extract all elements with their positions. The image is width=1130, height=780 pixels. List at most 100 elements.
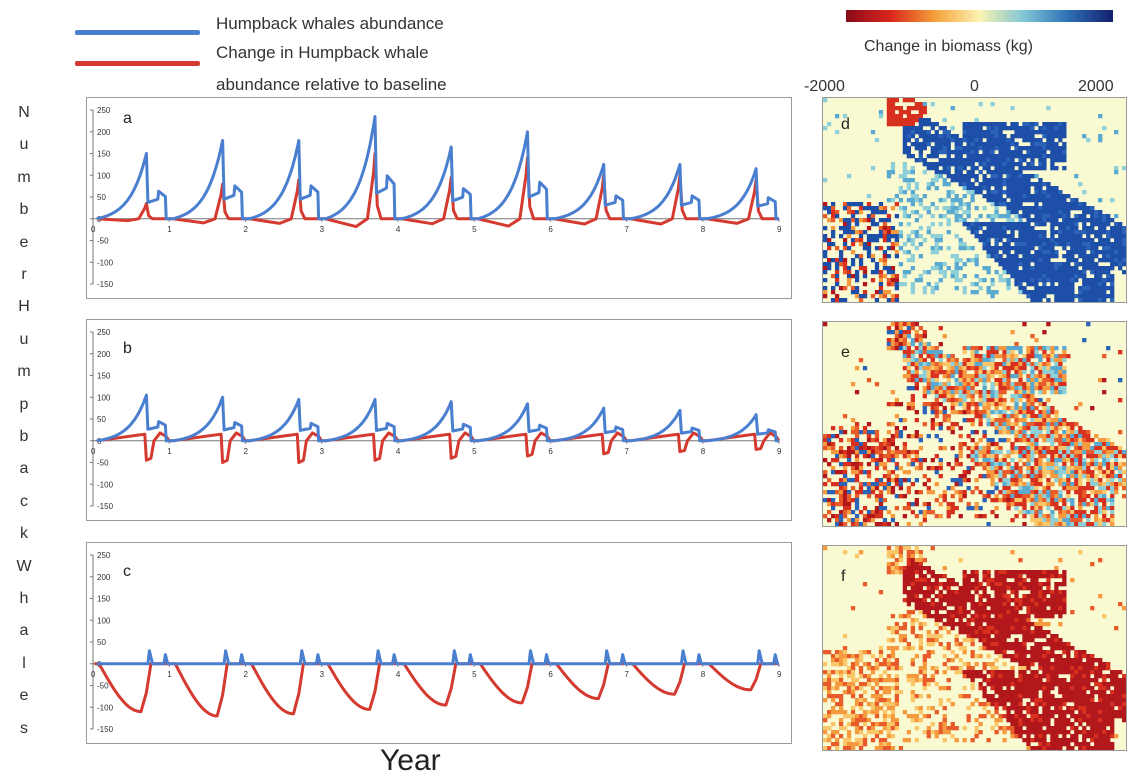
map-cell [898, 666, 904, 671]
map-cell [918, 374, 923, 379]
map-cell [1070, 226, 1075, 231]
map-cell [970, 194, 975, 199]
map-cell [1058, 654, 1063, 659]
map-cell [1022, 210, 1027, 215]
map-cell [1082, 338, 1087, 343]
map-cell [1078, 238, 1083, 243]
map-cell [994, 230, 999, 235]
map-cell [1026, 206, 1031, 211]
map-cell [886, 482, 892, 487]
map-cell [874, 450, 880, 455]
map-cell [862, 290, 868, 295]
map-cell [866, 662, 872, 667]
map-cell [1002, 374, 1007, 379]
map-cell [930, 666, 935, 671]
map-cell [866, 470, 872, 475]
map-cell [926, 362, 931, 367]
map-cell [986, 230, 991, 235]
map-cell [866, 194, 872, 199]
map-cell [1034, 130, 1039, 135]
map-cell [1014, 506, 1019, 511]
map-cell [1114, 674, 1119, 679]
map-cell [1050, 122, 1055, 127]
map-cell [1106, 470, 1111, 475]
map-cell [930, 490, 935, 495]
map-cell [1018, 222, 1023, 227]
map-cell [1034, 474, 1039, 479]
map-cell [1066, 426, 1071, 431]
map-cell [1010, 358, 1015, 363]
map-cell [838, 226, 844, 231]
map-cell [830, 670, 836, 675]
map-cell [874, 482, 880, 487]
map-cell [1090, 246, 1095, 251]
map-cell [1046, 254, 1051, 259]
map-cell [962, 174, 967, 179]
map-cell [1014, 174, 1019, 179]
map-cell [946, 190, 951, 195]
map-cell [1086, 474, 1091, 479]
map-cell [1074, 662, 1079, 667]
map-cell [858, 254, 864, 259]
map-cell [934, 366, 939, 371]
map-cell [986, 458, 991, 463]
map-cell [1090, 454, 1095, 459]
x-tick-label: 7 [625, 225, 630, 234]
map-cell [1070, 674, 1075, 679]
map-cell [946, 210, 951, 215]
map-cell [978, 102, 983, 107]
map-cell [998, 362, 1003, 367]
map-cell [914, 126, 919, 131]
map-cell [1046, 458, 1051, 463]
map-cell [998, 430, 1003, 435]
map-cell [946, 678, 951, 683]
map-cell [926, 390, 931, 395]
map-cell [998, 138, 1003, 143]
map-cell [1038, 346, 1043, 351]
map-cell [1002, 682, 1007, 687]
map-cell [1074, 234, 1079, 239]
map-cell [990, 102, 995, 107]
map-cell [1026, 166, 1031, 171]
y-tick-label: -50 [97, 682, 109, 691]
map-cell [854, 458, 860, 463]
map-cell [1050, 442, 1055, 447]
map-cell [926, 130, 931, 135]
map-cell [1022, 242, 1027, 247]
map-cell [1078, 234, 1083, 239]
map-cell [974, 410, 979, 415]
map-cell [998, 594, 1003, 599]
map-cell [862, 582, 868, 587]
map-cell [1010, 346, 1015, 351]
map-cell [838, 482, 844, 487]
map-cell [826, 462, 832, 467]
map-cell [1042, 450, 1047, 455]
map-cell [926, 370, 931, 375]
map-cell [1062, 442, 1067, 447]
map-cell [986, 574, 991, 579]
map-cell [902, 270, 908, 275]
map-cell [990, 670, 995, 675]
map-cell [890, 686, 896, 691]
map-cell [1058, 494, 1063, 499]
map-cell [1030, 490, 1035, 495]
map-cell [954, 274, 959, 279]
map-cell [846, 222, 852, 227]
map-cell [918, 666, 923, 671]
map-cell [1014, 402, 1019, 407]
map-cell [1122, 606, 1127, 611]
map-cell [1030, 410, 1035, 415]
map-cell [938, 278, 943, 283]
map-cell [1042, 262, 1047, 267]
map-cell [1070, 202, 1075, 207]
map-cell [1054, 598, 1059, 603]
map-cell [1058, 638, 1063, 643]
map-cell [946, 462, 951, 467]
map-cell [842, 490, 848, 495]
map-cell [1002, 190, 1007, 195]
map-cell [1018, 558, 1023, 563]
map-cell [1018, 410, 1023, 415]
map-cell [882, 482, 888, 487]
map-cell [1002, 390, 1007, 395]
map-cell [1038, 154, 1043, 159]
